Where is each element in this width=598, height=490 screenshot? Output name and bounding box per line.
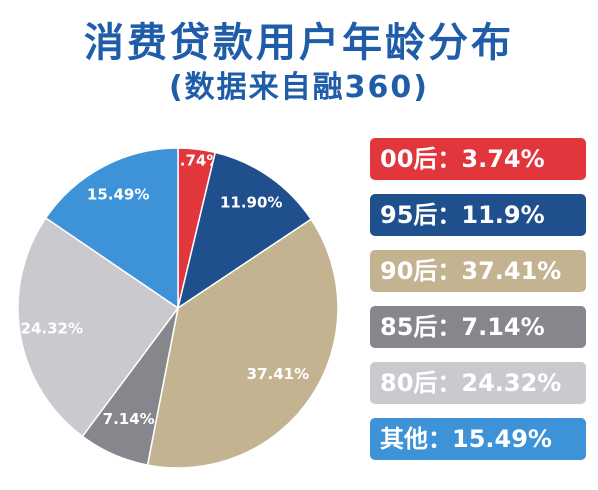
pie-label-95: 11.90% xyxy=(220,194,282,212)
chart-title: 消费贷款用户年龄分布 xyxy=(84,20,514,66)
legend-item-85: 85后：7.14% xyxy=(370,306,586,348)
legend: 00后：3.74% 95后：11.9% 90后：37.41% 85后：7.14%… xyxy=(370,138,586,474)
pie-slice-95 xyxy=(176,151,313,310)
pie-label-85: 7.14% xyxy=(103,410,155,428)
legend-item-90: 90后：37.41% xyxy=(370,250,586,292)
pie-slice-90 xyxy=(146,218,339,469)
chart-subtitle: (数据来自融360) xyxy=(168,70,430,105)
pie-label-90: 37.41% xyxy=(247,365,309,383)
legend-item-other: 其他：15.49% xyxy=(370,418,586,460)
pie-label-other: 15.49% xyxy=(87,185,149,203)
legend-item-00: 00后：3.74% xyxy=(370,138,586,180)
pie-label-80: 24.32% xyxy=(21,320,83,338)
pie-slice-80 xyxy=(17,216,180,438)
legend-item-80: 80后：24.32% xyxy=(370,362,586,404)
pie-label-00: 3.74% xyxy=(169,152,221,170)
pie-slice-other xyxy=(44,147,179,310)
legend-item-95: 95后：11.9% xyxy=(370,194,586,236)
